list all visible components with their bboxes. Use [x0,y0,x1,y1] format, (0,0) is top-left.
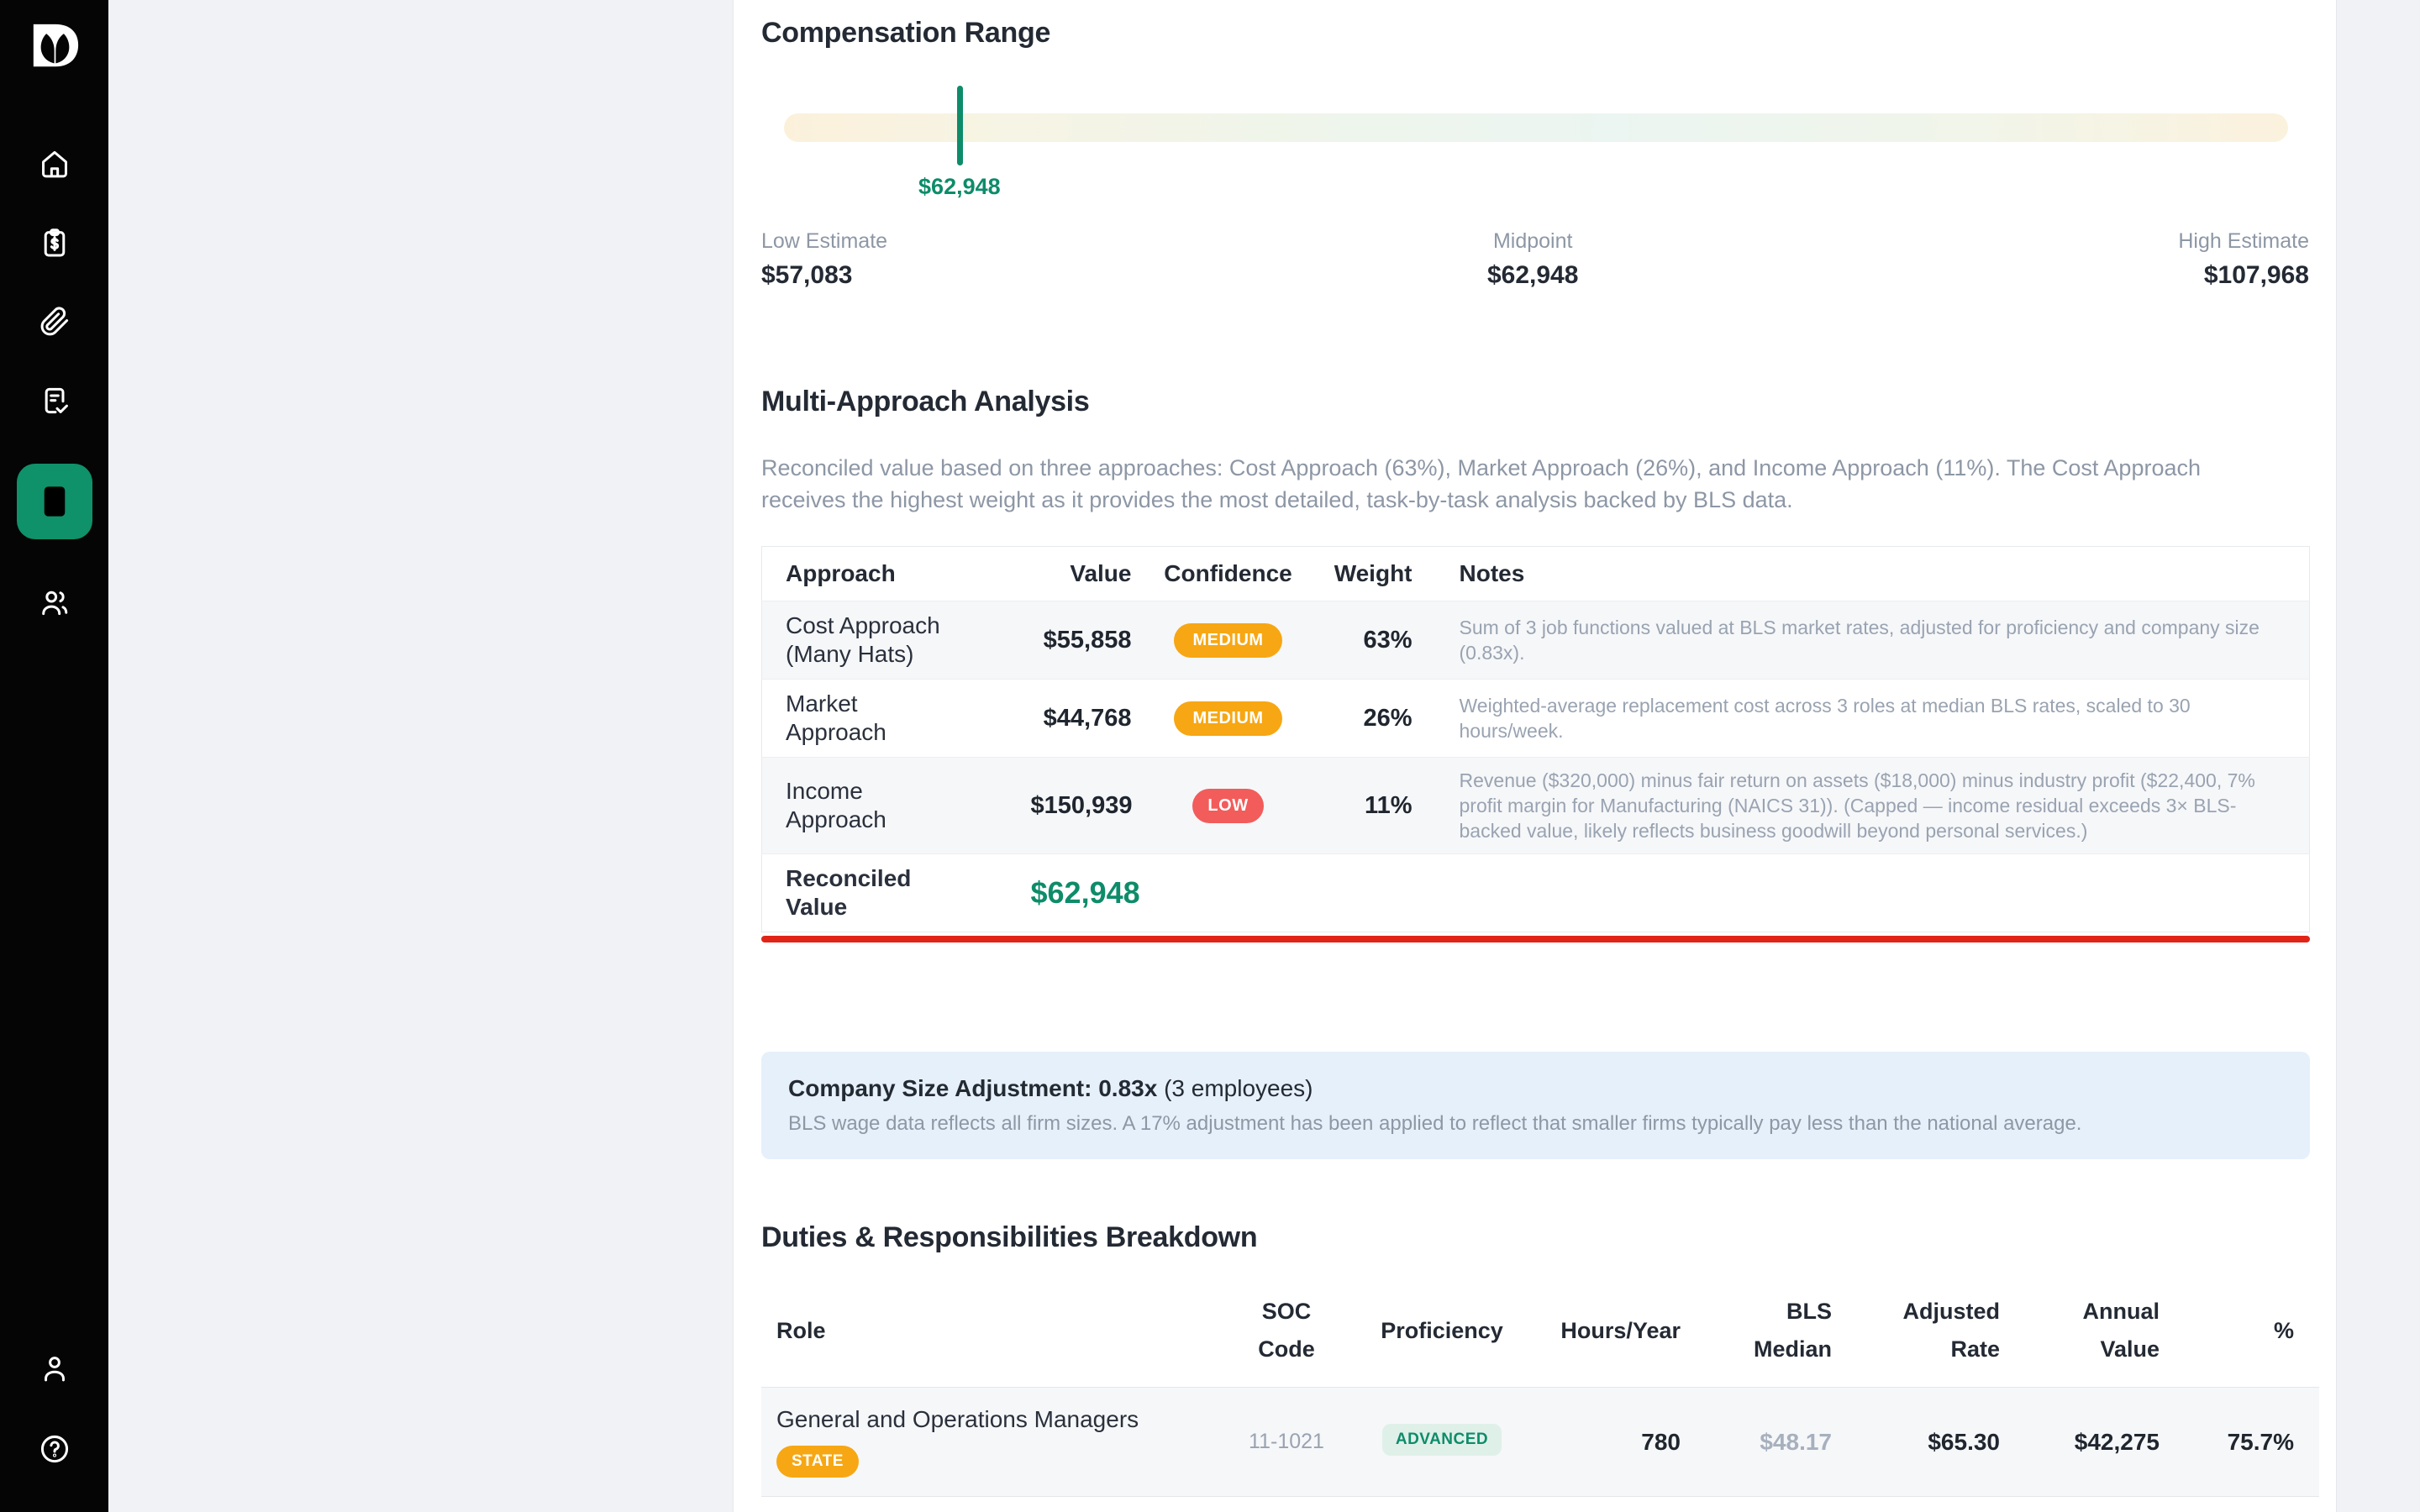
reconciled-value: $62,948 [1030,875,1140,910]
col-value: Value [1070,560,1132,586]
company-size-title: Company Size Adjustment: 0.83x (3 employ… [788,1075,2283,1102]
bls-median: $17.28 [1702,1497,1854,1512]
approach-table: Approach Value Confidence Weight Notes C… [761,546,2310,932]
approach-name: Cost Approach (Many Hats) [786,612,940,667]
range-marker-value: $62,948 [918,174,1001,199]
approach-notes: Sum of 3 job functions valued at BLS mar… [1459,617,2260,664]
main-content: Compensation Range $62,948 Low Estimate … [734,0,2336,1512]
app-logo[interactable] [29,22,81,71]
percent-share: 13.3% [2181,1497,2319,1512]
low-estimate-value: $57,083 [761,261,853,289]
annual-value: $42,275 [2074,1428,2160,1455]
col-role: Role [776,1317,826,1343]
approach-value: $44,768 [1043,704,1132,732]
approach-weight: 11% [1365,791,1413,819]
bls-median: $48.17 [1760,1428,1832,1455]
company-size-title-normal: (3 employees) [1157,1075,1313,1101]
duties-row: General and Operations Managers STATE 11… [761,1387,2319,1497]
left-panel-empty [108,0,734,1512]
users-icon[interactable] [39,586,71,618]
document-check-icon[interactable] [39,385,71,417]
percent-share: 75.7% [2227,1428,2294,1455]
compensation-range-widget: $62,948 [761,86,2309,199]
range-gradient-track [784,113,2288,142]
calculator-icon[interactable] [16,464,92,539]
high-estimate-label: High Estimate [2178,229,2309,253]
company-size-description: BLS wage data reflects all firm sizes. A… [788,1112,2082,1135]
col-adjusted-rate: Adjusted Rate [1902,1299,2000,1362]
state-badge: STATE [776,1446,859,1478]
low-estimate-label: Low Estimate [761,229,888,253]
duties-title: Duties & Responsibilities Breakdown [761,1221,1258,1253]
right-gutter [2336,0,2420,1512]
high-estimate: High Estimate $107,968 [2178,229,2309,290]
hours-year: 780 [1641,1428,1681,1455]
approach-notes: Weighted-average replacement cost across… [1459,695,2191,742]
multi-approach-description: Reconciled value based on three approach… [761,455,2201,512]
col-percent: % [2273,1317,2294,1343]
soc-code: 11-1021 [1249,1430,1324,1453]
duties-table: Role SOC Code Proficiency Hours/Year BLS… [761,1281,2319,1512]
company-size-adjustment-box: Company Size Adjustment: 0.83x (3 employ… [761,1052,2310,1159]
table-row-reconciled: Reconciled Value $62,948 [761,853,2310,932]
adjusted-rate: $65.30 [1928,1428,2000,1455]
midpoint-label: Midpoint [1492,229,1573,253]
approach-name: Income Approach [786,778,886,832]
duties-table-header: Role SOC Code Proficiency Hours/Year BLS… [761,1281,2319,1388]
table-red-underline [761,936,2310,942]
col-annual-value: Annual Value [2082,1299,2160,1362]
help-icon[interactable] [39,1433,71,1465]
estimates-row: Low Estimate $57,083 Midpoint $62,948 Hi… [761,229,2309,290]
soc-code: 51-3092 [1232,1497,1341,1512]
col-soc-code: SOC Code [1258,1299,1315,1362]
compensation-range-title: Compensation Range [761,17,1051,49]
annual-value: $7,458 [2022,1497,2181,1512]
range-marker [956,86,963,165]
confidence-badge: MEDIUM [1174,622,1282,658]
approach-table-header: Approach Value Confidence Weight Notes [762,547,2310,601]
table-row: Market Approach $44,768 MEDIUM 26% Weigh… [761,679,2310,758]
col-bls-median: BLS Median [1753,1299,1832,1362]
table-row: Cost Approach (Many Hats) $55,858 MEDIUM… [761,601,2310,680]
col-proficiency: Proficiency [1381,1317,1503,1343]
confidence-badge: LOW [1192,788,1264,823]
paperclip-icon[interactable] [39,306,71,338]
sidebar [0,0,108,1512]
approach-notes: Revenue ($320,000) minus fair return on … [1459,769,2255,842]
approach-value: $55,858 [1043,626,1132,654]
table-row: Income Approach $150,939 LOW 11% Revenue… [761,757,2310,854]
col-notes: Notes [1459,560,1525,586]
confidence-badge: MEDIUM [1174,701,1282,736]
invoice-dollar-icon[interactable] [39,227,71,259]
hours-year: 520 [1543,1497,1702,1512]
role-name: General and Operations Managers [776,1406,1139,1432]
multi-approach-title: Multi-Approach Analysis [761,386,1090,417]
approach-weight: 63% [1363,626,1413,654]
reconciled-label: Reconciled Value [786,865,912,920]
low-estimate: Low Estimate $57,083 [761,229,887,290]
sidebar-nav [16,148,92,618]
company-size-title-bold: Company Size Adjustment: 0.83x [788,1075,1158,1101]
col-weight: Weight [1334,560,1413,586]
midpoint-value: $62,948 [1486,261,1579,289]
proficiency-badge: ADVANCED [1381,1424,1502,1456]
adjusted-rate: $17.28 [1854,1497,2022,1512]
col-confidence: Confidence [1164,560,1292,586]
duties-row: Food Batchmakers STATE 51-3092 INTERMEDI… [761,1496,2319,1512]
home-icon[interactable] [39,148,71,180]
high-estimate-value: $107,968 [2203,261,2309,289]
midpoint-estimate: Midpoint $62,948 [1487,229,1578,290]
sidebar-bottom [39,1352,71,1465]
user-icon[interactable] [39,1352,71,1384]
col-approach: Approach [786,560,896,586]
col-hours-year: Hours/Year [1560,1317,1681,1343]
approach-name: Market Approach [786,690,886,745]
approach-weight: 26% [1363,704,1413,732]
approach-value: $150,939 [1030,791,1133,819]
